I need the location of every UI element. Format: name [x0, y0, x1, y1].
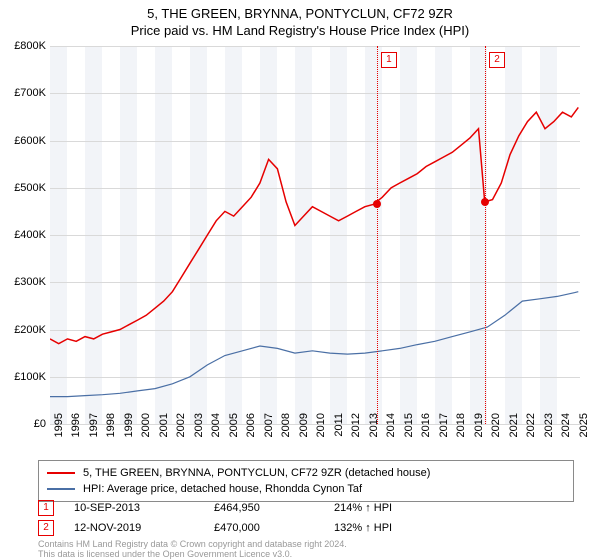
- sale-index: 1: [38, 500, 54, 516]
- sales-table: 1 10-SEP-2013£464,950214% ↑ HPI 2 12-NOV-20…: [38, 498, 454, 538]
- title-address: 5, THE GREEN, BRYNNA, PONTYCLUN, CF72 9Z…: [0, 6, 600, 21]
- sale-price: £464,950: [214, 502, 334, 514]
- sale-hpi-delta: 132% ↑ HPI: [334, 522, 454, 534]
- legend-row: 5, THE GREEN, BRYNNA, PONTYCLUN, CF72 9Z…: [47, 465, 565, 481]
- legend-swatch: [47, 472, 75, 474]
- y-axis-label: £400K: [0, 229, 46, 241]
- y-axis-label: £500K: [0, 182, 46, 194]
- legend-swatch: [47, 488, 75, 490]
- sale-row: 2 12-NOV-2019£470,000132% ↑ HPI: [38, 518, 454, 538]
- license-line2: This data is licensed under the Open Gov…: [38, 550, 347, 560]
- sale-date: 12-NOV-2019: [74, 522, 214, 534]
- sale-marker: [481, 198, 489, 206]
- chart-container: 5, THE GREEN, BRYNNA, PONTYCLUN, CF72 9Z…: [0, 0, 600, 560]
- y-axis-label: £700K: [0, 87, 46, 99]
- y-axis-label: £100K: [0, 371, 46, 383]
- title-subtitle: Price paid vs. HM Land Registry's House …: [0, 23, 600, 38]
- sale-hpi-delta: 214% ↑ HPI: [334, 502, 454, 514]
- y-axis-label: £800K: [0, 40, 46, 52]
- license-text: Contains HM Land Registry data © Crown c…: [38, 540, 347, 560]
- sale-vline: [377, 46, 378, 424]
- sale-vline: [485, 46, 486, 424]
- y-axis-label: £300K: [0, 276, 46, 288]
- legend-label: 5, THE GREEN, BRYNNA, PONTYCLUN, CF72 9Z…: [83, 467, 430, 479]
- sale-index: 2: [38, 520, 54, 536]
- sale-badge: 2: [489, 52, 505, 68]
- chart-area: £0£100K£200K£300K£400K£500K£600K£700K£80…: [50, 46, 580, 424]
- y-axis-label: £600K: [0, 135, 46, 147]
- sale-date: 10-SEP-2013: [74, 502, 214, 514]
- line-plot: [50, 46, 580, 424]
- y-axis-label: £200K: [0, 324, 46, 336]
- y-axis-label: £0: [0, 418, 46, 430]
- legend-label: HPI: Average price, detached house, Rhon…: [83, 483, 362, 495]
- sale-badge: 1: [381, 52, 397, 68]
- series-hpi: [50, 292, 578, 397]
- title-block: 5, THE GREEN, BRYNNA, PONTYCLUN, CF72 9Z…: [0, 0, 600, 38]
- legend-row: HPI: Average price, detached house, Rhon…: [47, 481, 565, 497]
- legend: 5, THE GREEN, BRYNNA, PONTYCLUN, CF72 9Z…: [38, 460, 574, 502]
- sale-row: 1 10-SEP-2013£464,950214% ↑ HPI: [38, 498, 454, 518]
- series-property: [50, 107, 578, 343]
- sale-price: £470,000: [214, 522, 334, 534]
